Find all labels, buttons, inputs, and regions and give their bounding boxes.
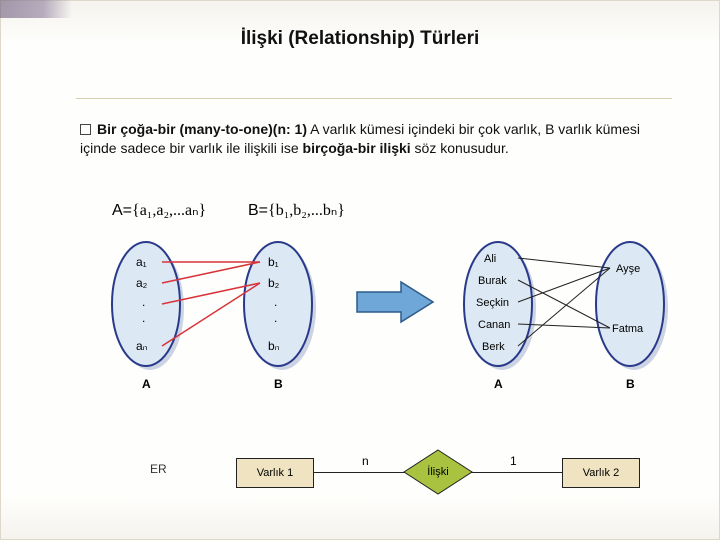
definition-text-2: söz konusudur. — [411, 140, 509, 156]
abstract-caption-a: A — [142, 377, 151, 391]
definition-lead: Bir çoğa-bir (many-to-one)(n: 1) — [97, 121, 307, 137]
svg-text:aₙ: aₙ — [136, 339, 148, 353]
relationship-diamond: İlişki — [402, 448, 474, 496]
concrete-mapping-svg: Ali Burak Seçkin Canan Berk Ayşe Fatma A… — [440, 228, 690, 408]
entity-2-label: Varlık 2 — [583, 467, 619, 479]
set-a-rhs: {a₁,a₂,...aₙ} — [132, 202, 206, 219]
svg-text:.: . — [274, 311, 277, 325]
square-bullet-icon — [80, 124, 91, 135]
top-left-accent — [0, 0, 72, 18]
svg-text:Fatma: Fatma — [612, 323, 644, 335]
svg-text:Burak: Burak — [478, 275, 507, 287]
set-a-lhs: A= — [112, 202, 132, 219]
concrete-caption-b: B — [626, 377, 635, 391]
big-arrow-icon — [355, 280, 435, 324]
svg-text:Seçkin: Seçkin — [476, 297, 509, 309]
er-label: ER — [150, 462, 167, 476]
set-b-lhs: B= — [248, 202, 268, 219]
entity-1-label: Varlık 1 — [257, 467, 293, 479]
cardinality-n: n — [362, 454, 369, 468]
set-b-rhs: {b₁,b₂,...bₙ} — [268, 202, 345, 219]
title-rule — [76, 98, 672, 99]
svg-text:.: . — [142, 311, 145, 325]
svg-text:.: . — [274, 295, 277, 309]
abstract-caption-b: B — [274, 377, 283, 391]
concrete-caption-a: A — [494, 377, 503, 391]
abstract-mapping-svg: a₁ a₂ . . aₙ b₁ b₂ . . bₙ A B — [88, 228, 338, 408]
svg-text:.: . — [142, 295, 145, 309]
svg-text:Ali: Ali — [484, 253, 496, 265]
svg-text:a₁: a₁ — [136, 255, 147, 269]
svg-text:b₂: b₂ — [268, 276, 280, 290]
svg-text:b₁: b₁ — [268, 255, 279, 269]
abstract-mapping-diagram: a₁ a₂ . . aₙ b₁ b₂ . . bₙ A B — [88, 228, 338, 408]
page-title: İlişki (Relationship) Türleri — [0, 28, 720, 50]
svg-text:a₂: a₂ — [136, 276, 148, 290]
relationship-label: İlişki — [427, 466, 448, 478]
entity-2-box: Varlık 2 — [562, 458, 640, 488]
er-diagram: ER Varlık 1 n İlişki 1 Varlık 2 — [150, 448, 650, 498]
svg-text:Canan: Canan — [478, 319, 510, 331]
concrete-mapping-diagram: Ali Burak Seçkin Canan Berk Ayşe Fatma A… — [440, 228, 690, 408]
cardinality-1: 1 — [510, 454, 517, 468]
set-a-definition: A={a₁,a₂,...aₙ} — [112, 200, 206, 220]
svg-text:Berk: Berk — [482, 341, 505, 353]
set-b-definition: B={b₁,b₂,...bₙ} — [248, 200, 345, 220]
definition-term: birçoğa-bir ilişki — [303, 140, 411, 156]
entity-1-box: Varlık 1 — [236, 458, 314, 488]
svg-text:Ayşe: Ayşe — [616, 263, 640, 275]
definition-paragraph: Bir çoğa-bir (many-to-one)(n: 1) A varlı… — [80, 120, 664, 158]
svg-text:bₙ: bₙ — [268, 339, 280, 353]
